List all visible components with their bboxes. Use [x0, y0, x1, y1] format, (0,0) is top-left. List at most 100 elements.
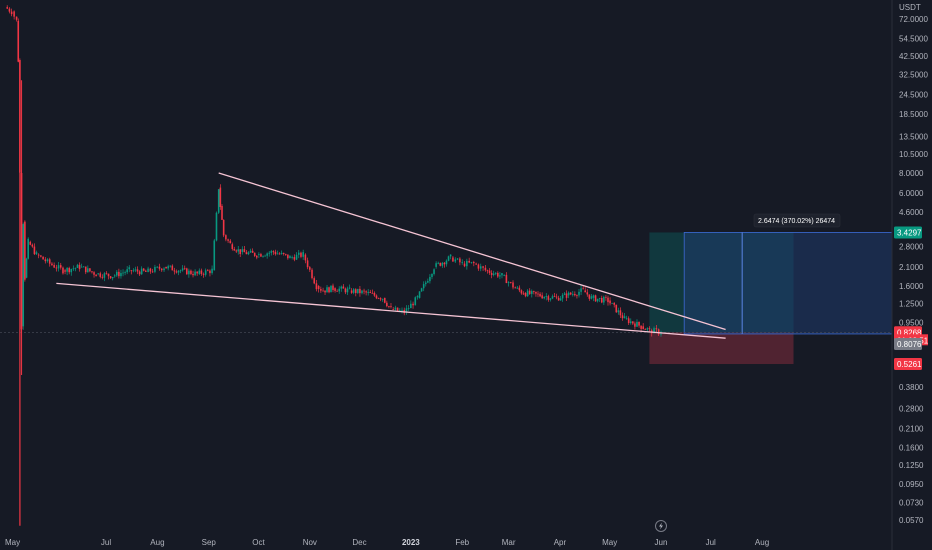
candle-body	[138, 271, 141, 275]
candle-body	[300, 252, 302, 257]
candle-body	[120, 273, 122, 277]
trendline-1[interactable]	[218, 172, 726, 331]
candle-body	[306, 260, 309, 268]
candle-body	[27, 238, 29, 259]
candle-body	[293, 257, 296, 260]
candle-body	[167, 266, 169, 269]
candle-body	[243, 249, 246, 253]
candle-body	[441, 262, 444, 266]
candle-body	[488, 270, 491, 273]
candle-body	[613, 302, 616, 305]
candle-body	[124, 272, 126, 273]
candle-body	[514, 287, 517, 289]
candle-body	[33, 246, 36, 255]
candle-body	[454, 259, 457, 262]
candle-body	[388, 306, 390, 307]
candle-body	[42, 256, 44, 260]
candle-body	[225, 235, 227, 240]
candle-body	[59, 265, 62, 268]
candle-body	[158, 266, 161, 269]
price-tick-label: 0.1250	[899, 461, 924, 470]
candle-body	[479, 266, 482, 269]
candle-body	[371, 292, 374, 294]
candle-body	[557, 297, 560, 301]
candle-body	[377, 298, 380, 300]
trendlines[interactable]	[56, 172, 726, 339]
candle-body	[569, 292, 572, 295]
candle-body	[412, 303, 414, 306]
stop-zone[interactable]	[649, 332, 794, 365]
candle-body	[594, 295, 597, 302]
projection-box[interactable]	[683, 232, 893, 335]
candle-body	[336, 290, 338, 292]
price-tick-label: 1.2500	[899, 299, 924, 308]
candle-body	[539, 293, 541, 297]
candle-body	[344, 288, 347, 293]
candle-body	[427, 281, 429, 283]
candle-body	[638, 321, 640, 326]
candle-body	[600, 297, 603, 303]
candle-body	[431, 273, 433, 277]
candle-body	[29, 241, 32, 245]
candle-body	[241, 249, 244, 252]
candle-body	[183, 268, 186, 270]
time-axis[interactable]: May Jul Aug Sep Oct Nov Dec 2023 Feb Mar Apr May Jun…	[5, 538, 769, 547]
candle-body	[533, 291, 535, 292]
candle-body	[55, 267, 58, 269]
price-tag	[894, 358, 922, 371]
price-tag-label: 3.4297	[897, 228, 922, 237]
candle-body	[537, 293, 539, 295]
candle-body	[113, 275, 116, 277]
candle-body	[543, 296, 546, 299]
candle-body	[313, 278, 316, 284]
candle-body	[607, 297, 609, 303]
candle-body	[89, 268, 91, 272]
candle-body	[251, 250, 254, 253]
price-series	[6, 5, 662, 526]
candle-body	[580, 288, 582, 292]
candle-body	[375, 295, 378, 299]
lightning-icon[interactable]	[655, 520, 667, 532]
candle-body	[200, 270, 203, 274]
price-axis[interactable]: USDT 72.0000 54.5000 42.5000 32.5000 24.5000 1…	[899, 3, 928, 525]
candle-body	[142, 268, 145, 271]
candle-body	[516, 287, 519, 289]
candle-body	[338, 288, 341, 292]
candle-body	[320, 289, 322, 291]
candle-body	[416, 296, 419, 298]
time-tick-label: Oct	[252, 538, 265, 547]
candle-body	[490, 272, 493, 275]
candle-body	[136, 269, 139, 272]
candle-body	[31, 244, 34, 247]
trendline-2[interactable]	[56, 282, 726, 339]
candle-body	[126, 269, 128, 273]
position-tooltip: 2.6474 (370.02%) 26474	[753, 213, 841, 228]
candle-body	[348, 287, 351, 289]
price-tag-label: 0.8076	[897, 340, 922, 349]
candle-body	[140, 268, 143, 275]
candle-body	[93, 272, 95, 275]
candle-body	[565, 293, 568, 298]
candle-body	[149, 268, 152, 272]
candle-body	[295, 254, 298, 260]
candle-body	[350, 290, 353, 293]
candle-body	[660, 333, 662, 335]
candle-body	[105, 273, 108, 275]
candle-body	[284, 253, 287, 255]
candle-body	[324, 290, 326, 293]
candle-body	[473, 262, 475, 264]
candle-body	[215, 212, 218, 241]
candle-body	[530, 291, 533, 294]
candle-body	[268, 252, 271, 254]
price-tick-label: 54.5000	[899, 34, 928, 43]
price-tick-label: 0.2800	[899, 404, 924, 413]
candle-body	[549, 298, 552, 300]
candle-body	[632, 321, 634, 324]
candle-body	[611, 302, 613, 304]
time-tick-label: May	[602, 538, 617, 547]
candle-body	[145, 270, 147, 272]
price-tick-label: 2.1000	[899, 263, 924, 272]
price-tick-label: 0.0570	[899, 516, 924, 525]
